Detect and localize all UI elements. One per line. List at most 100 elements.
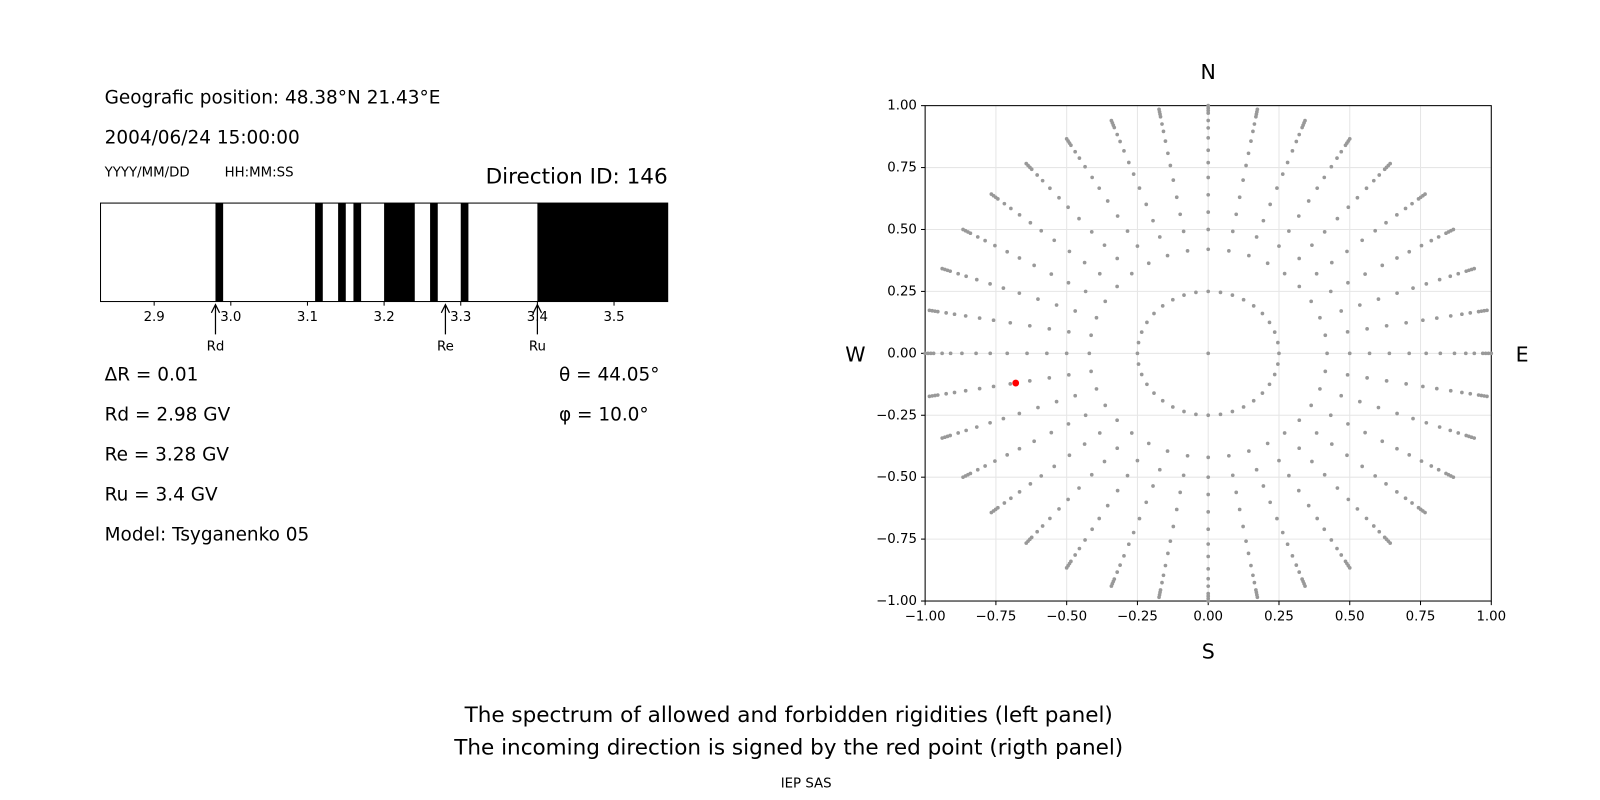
- direction-point: [1404, 382, 1408, 386]
- direction-point: [1456, 271, 1461, 276]
- direction-point: [963, 388, 968, 393]
- direction-point: [940, 266, 945, 271]
- direction-point: [1001, 286, 1006, 290]
- direction-point: [1028, 220, 1033, 225]
- direction-point: [1272, 330, 1277, 335]
- direction-point: [1360, 464, 1365, 469]
- stat: Rd = 2.98 GV: [105, 404, 231, 425]
- direction-point: [1083, 164, 1087, 169]
- direction-point: [1136, 340, 1141, 345]
- direction-point: [1170, 405, 1175, 409]
- direction-point: [1206, 510, 1211, 514]
- direction-point: [1265, 441, 1270, 446]
- direction-point: [927, 308, 932, 313]
- direction-point: [991, 384, 996, 389]
- compass-label: N: [1201, 60, 1216, 84]
- direction-point: [964, 274, 968, 279]
- direction-point: [1160, 398, 1165, 403]
- direction-point: [1064, 351, 1069, 356]
- direction-point: [1048, 516, 1052, 521]
- direction-point: [1244, 163, 1248, 168]
- direction-point: [1303, 118, 1307, 123]
- direction-point: [1429, 464, 1434, 468]
- direction-point: [1483, 351, 1488, 356]
- direction-point: [927, 394, 932, 399]
- direction-point: [944, 391, 949, 396]
- direction-point: [964, 428, 968, 433]
- direction-point: [1476, 309, 1481, 314]
- direction-point: [1306, 199, 1311, 203]
- direction-point: [1040, 178, 1045, 183]
- direction-point: [993, 243, 997, 248]
- direction-point: [1118, 139, 1122, 144]
- direction-point: [1335, 156, 1339, 160]
- direction-point: [1476, 393, 1481, 397]
- direction-point: [1306, 503, 1311, 508]
- direction-point: [1395, 490, 1399, 494]
- direction-point: [1089, 333, 1093, 338]
- direction-point: [1335, 546, 1339, 551]
- direction-point: [1027, 379, 1032, 383]
- direction-point: [1419, 243, 1424, 248]
- direction-point: [1360, 238, 1365, 243]
- direction-point: [1395, 411, 1399, 416]
- selected-direction: [1012, 379, 1020, 387]
- direction-point: [1325, 351, 1329, 356]
- direction-point: [1252, 580, 1257, 585]
- direction-point: [1002, 201, 1007, 206]
- direction-point: [1047, 376, 1052, 380]
- direction-point: [1174, 507, 1179, 512]
- direction-point: [1045, 351, 1049, 356]
- direction-point: [1246, 151, 1251, 156]
- direction-point: [1194, 412, 1198, 417]
- direction-point: [1339, 309, 1344, 313]
- direction-point: [1115, 488, 1120, 493]
- direction-point: [1363, 272, 1367, 276]
- direction-point: [1297, 132, 1302, 137]
- direction-point: [1323, 369, 1328, 374]
- direction-point: [1049, 272, 1054, 276]
- direction-point: [1355, 507, 1360, 511]
- direction-point: [1275, 186, 1279, 190]
- direction-point: [1064, 565, 1069, 570]
- direction-point: [1251, 129, 1255, 134]
- direction-point: [1017, 212, 1022, 217]
- direction-point: [1376, 297, 1381, 301]
- direction-point: [1255, 107, 1260, 112]
- direction-point: [1082, 442, 1087, 446]
- direction-point: [1277, 458, 1281, 463]
- direction-point: [1448, 388, 1453, 393]
- x-tick-label: 0.75: [1406, 609, 1436, 624]
- direction-point: [1322, 527, 1327, 532]
- direction-point: [1073, 309, 1078, 313]
- direction-point: [1206, 475, 1211, 480]
- x-tick-label: −0.25: [1117, 609, 1158, 624]
- direction-point: [1423, 192, 1427, 196]
- direction-point: [1181, 473, 1186, 478]
- direction-point: [1230, 473, 1235, 478]
- direction-point: [1206, 492, 1211, 497]
- y-tick-label: 0.75: [887, 161, 917, 176]
- direction-point: [1377, 529, 1382, 534]
- direction-point: [1082, 260, 1087, 265]
- direction-point: [1346, 205, 1351, 210]
- direction-point: [1097, 431, 1102, 435]
- direction-point: [1436, 467, 1441, 472]
- direction-point: [1115, 256, 1120, 261]
- direction-point: [1251, 304, 1256, 308]
- direction-point: [1355, 195, 1360, 200]
- y-tick-label: 0.00: [887, 346, 917, 361]
- direction-point: [1318, 387, 1322, 391]
- marker-arrow: [532, 303, 543, 335]
- direction-point: [1234, 490, 1239, 495]
- direction-point: [1345, 329, 1350, 334]
- x-tick-label: 0.25: [1264, 609, 1294, 624]
- direction-point: [1206, 584, 1211, 589]
- direction-point: [1024, 161, 1029, 166]
- direction-point: [988, 351, 993, 356]
- x-tick-label: 2.9: [144, 310, 165, 325]
- direction-point: [1083, 538, 1087, 542]
- direction-point: [1206, 351, 1211, 356]
- direction-point: [1272, 372, 1277, 377]
- direction-point: [1388, 541, 1393, 545]
